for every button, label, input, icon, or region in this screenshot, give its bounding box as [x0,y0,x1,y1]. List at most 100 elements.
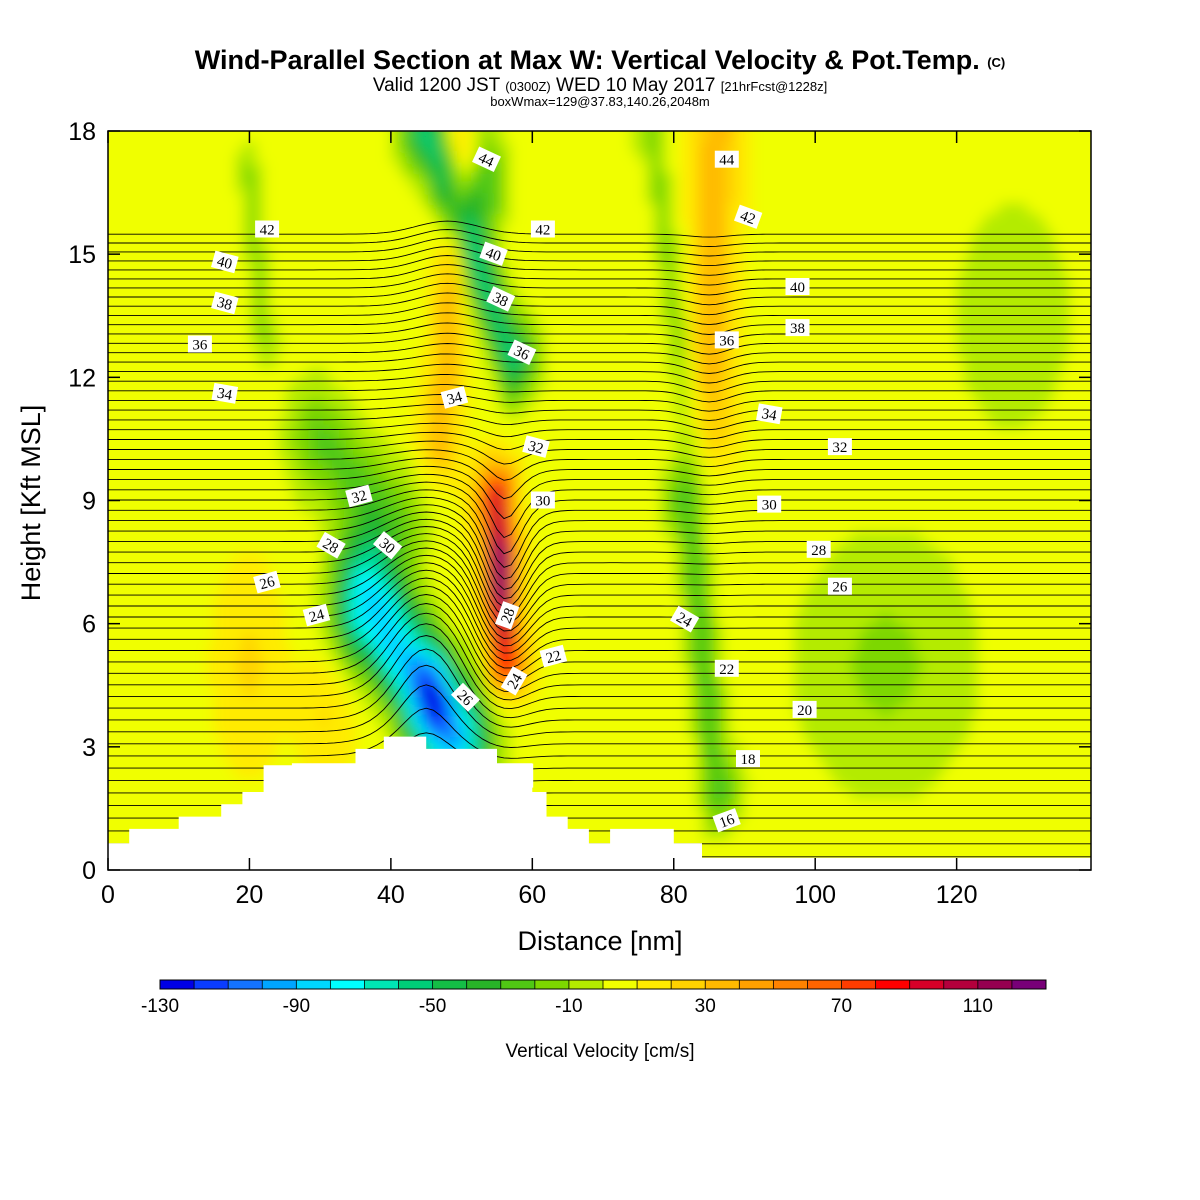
velocity-cell [560,428,569,440]
velocity-cell [136,387,144,399]
velocity-cell [489,377,498,389]
velocity-cell [270,243,279,255]
velocity-cell [426,705,434,717]
velocity-cell [405,685,413,697]
velocity-cell [397,243,406,255]
velocity-cell [221,326,229,337]
velocity-cell [313,315,321,327]
velocity-cell [249,562,258,573]
velocity-cell [348,305,357,317]
velocity-cell [228,459,236,471]
velocity-cell [341,192,350,204]
velocity-cell [256,767,265,779]
velocity-cell [362,202,371,214]
velocity-cell [192,243,201,255]
velocity-cell [122,284,130,296]
velocity-cell [284,469,293,481]
velocity-cell [383,141,392,153]
velocity-cell [277,654,286,666]
velocity-cell [320,592,328,604]
velocity-cell [143,305,152,317]
velocity-cell [327,469,335,481]
velocity-cell [199,572,208,584]
velocity-cell [108,315,116,327]
velocity-cell [150,767,159,779]
velocity-cell [221,161,229,173]
velocity-cell [376,654,385,666]
velocity-cell [468,644,477,656]
velocity-cell [539,767,548,779]
velocity-cell [185,777,194,789]
velocity-cell [355,685,364,697]
velocity-cell [376,644,385,656]
velocity-cell [426,572,434,584]
velocity-cell [263,254,272,266]
velocity-cell [298,418,307,430]
velocity-cell [462,110,470,121]
velocity-cell [355,223,364,235]
velocity-cell [157,685,166,697]
velocity-cell [122,131,130,142]
velocity-cell [504,562,512,573]
velocity-cell [390,295,399,307]
velocity-cell [115,387,123,399]
velocity-cell [158,110,166,121]
velocity-cell [221,418,229,430]
velocity-cell [454,572,463,584]
velocity-cell [440,141,449,153]
velocity-cell [291,695,300,707]
velocity-cell [228,562,236,573]
velocity-cell [179,110,187,121]
velocity-cell [228,490,236,502]
velocity-cell [270,695,279,707]
velocity-cell [221,213,229,224]
velocity-cell [143,202,152,214]
velocity-cell [207,459,215,471]
velocity-cell [405,623,413,635]
velocity-cell [256,664,265,676]
velocity-cell [376,141,385,153]
velocity-cell [122,469,130,481]
velocity-cell [185,233,194,245]
velocity-cell [313,274,321,286]
velocity-cell [553,449,562,461]
velocity-cell [419,459,427,471]
velocity-cell [419,131,427,142]
velocity-cell [313,664,321,676]
velocity-cell [440,172,449,183]
velocity-cell [504,644,512,656]
velocity-cell [468,202,477,214]
velocity-cell [504,202,512,214]
velocity-cell [546,726,555,738]
velocity-cell [341,592,350,604]
velocity-cell [560,705,569,717]
velocity-cell [369,243,378,255]
velocity-cell [482,182,491,194]
velocity-cell [284,131,293,142]
velocity-cell [489,572,498,584]
velocity-cell [270,736,279,748]
velocity-cell [157,798,166,810]
velocity-cell [178,510,187,522]
velocity-cell [341,110,349,121]
velocity-cell [320,746,328,758]
velocity-cell [242,254,251,266]
velocity-cell [150,326,159,337]
velocity-cell [433,274,441,286]
velocity-cell [313,254,321,266]
velocity-cell [327,633,335,645]
velocity-cell [320,736,328,748]
velocity-cell [348,192,357,204]
velocity-cell [376,397,385,409]
velocity-cell [263,541,272,553]
velocity-cell [511,541,519,553]
velocity-cell [192,295,201,307]
velocity-cell [419,438,427,450]
velocity-cell [426,654,434,666]
velocity-cell [192,654,201,666]
velocity-cell [426,254,434,266]
velocity-cell [405,870,413,881]
velocity-cell [553,777,562,789]
velocity-cell [313,695,321,707]
velocity-cell [348,172,357,183]
